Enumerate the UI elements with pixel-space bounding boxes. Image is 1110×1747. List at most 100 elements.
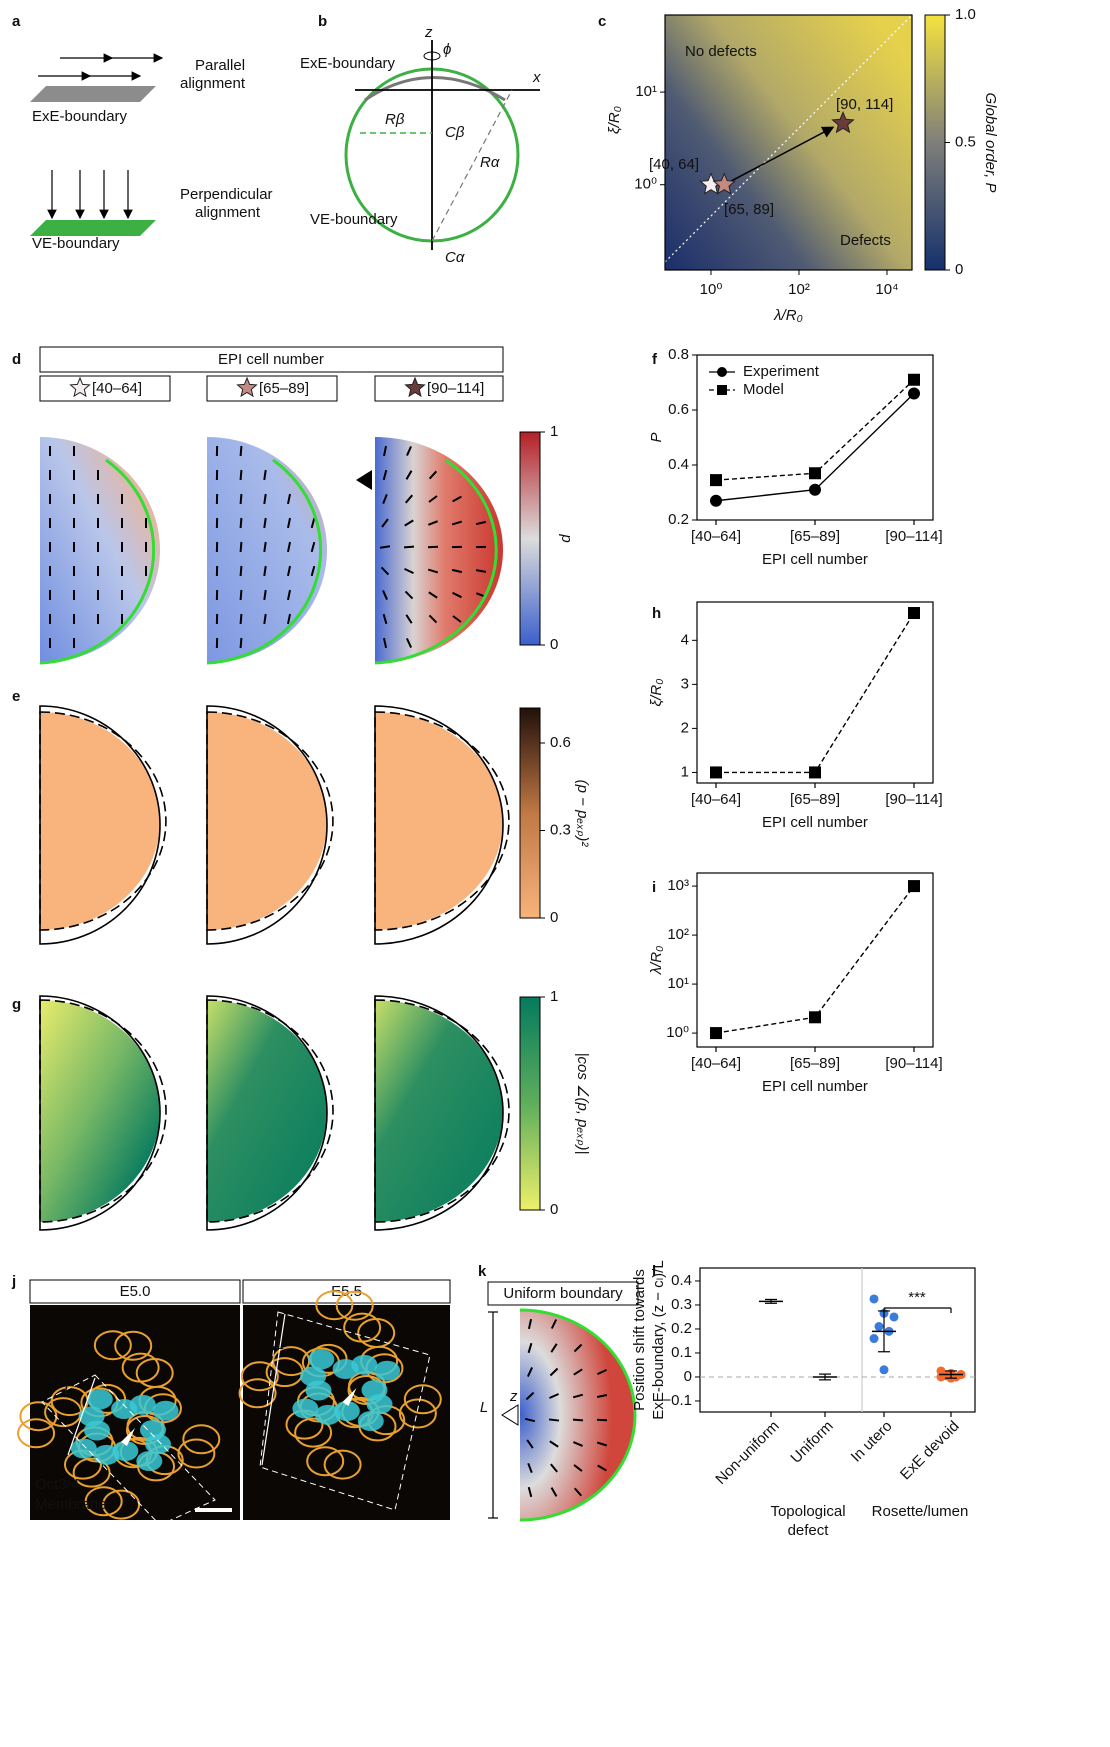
label: Parallel [195, 57, 245, 74]
panel-letter: b [318, 13, 327, 30]
marker [809, 1011, 821, 1023]
colorbar-label: |cos ∠(p, pₑₓₚ)| [574, 1053, 591, 1155]
x-tick-label: [65–89] [790, 528, 840, 545]
label: [40–64] [92, 380, 142, 397]
label: EPI cell number [218, 351, 324, 368]
nucleus [130, 1395, 156, 1415]
data-point [870, 1334, 879, 1343]
x-tick-label: 10² [788, 281, 810, 298]
label: VE-boundary [32, 235, 120, 252]
marker [908, 374, 920, 386]
y-tick-label: 0.1 [671, 1344, 692, 1361]
y-tick-label: 10¹ [635, 83, 657, 100]
label: alignment [195, 204, 261, 221]
marker [717, 367, 727, 377]
panel-letter: k [478, 1263, 487, 1280]
nucleus [93, 1445, 119, 1465]
panel-letter: g [12, 996, 21, 1013]
label: L [480, 1399, 488, 1416]
nucleus [358, 1411, 384, 1431]
y-tick-label: 0.4 [668, 456, 689, 473]
y-tick-label: 10² [667, 926, 689, 943]
x-axis-label: EPI cell number [762, 1078, 868, 1095]
star [238, 378, 257, 396]
label: Oct3/4 [35, 1476, 79, 1493]
label: L [64, 1381, 72, 1398]
nucleus [351, 1355, 377, 1375]
y-tick-label: 10³ [667, 877, 689, 894]
marker [710, 766, 722, 778]
label: VE-boundary [310, 211, 398, 228]
nucleus [315, 1405, 341, 1425]
y-axis-label: ξ/R₀ [606, 106, 623, 134]
point-label: [65, 89] [724, 201, 774, 218]
colorbar [520, 708, 540, 918]
data-point [890, 1312, 899, 1321]
y-tick-label: 10⁰ [666, 1024, 689, 1041]
y-axis-label: ξ/R₀ [648, 678, 665, 706]
colorbar-label: Global order, P [982, 92, 999, 192]
marker [809, 467, 821, 479]
uniform-field-image [520, 1310, 635, 1520]
significance: *** [908, 1289, 926, 1306]
plate-grey [30, 86, 156, 102]
group-label: Topological [770, 1503, 845, 1520]
point-label: [90, 114] [836, 96, 893, 113]
director [241, 494, 242, 504]
director [597, 1420, 607, 1421]
director [241, 446, 242, 456]
director [241, 566, 242, 576]
x-tick-label: [65–89] [790, 791, 840, 808]
director-field-image [207, 437, 327, 663]
nucleus [136, 1451, 162, 1471]
data-point [875, 1322, 884, 1331]
colorbar-tick-label: 1.0 [955, 6, 976, 23]
colorbar-tick-label: 0 [550, 1201, 558, 1218]
colorbar [925, 15, 945, 270]
star [71, 378, 90, 396]
label: x [532, 69, 541, 86]
error-image [40, 712, 160, 930]
x-tick-label: Uniform [787, 1418, 836, 1467]
panel-letter: e [12, 688, 20, 705]
director [241, 614, 242, 624]
director-field-image [40, 437, 160, 663]
label: [65–89] [259, 380, 309, 397]
panel-letter: i [652, 879, 656, 896]
y-tick-label: 0.8 [668, 346, 689, 363]
director [241, 518, 242, 528]
colorbar-label: p [558, 533, 575, 542]
director-field-image [375, 437, 503, 663]
colorbar-tick-label: 0 [550, 909, 558, 926]
nucleus [153, 1401, 179, 1421]
colorbar-tick-label: 1 [550, 988, 558, 1005]
group-label: Rosette/lumen [872, 1503, 969, 1520]
label: Membrane [35, 1496, 107, 1513]
y-tick-label: 10⁰ [634, 176, 657, 193]
x-tick-label: ExE devoid [897, 1418, 963, 1484]
frame [700, 1268, 975, 1412]
y-tick-label: 0.2 [668, 511, 689, 528]
y-tick-label: 2 [681, 719, 689, 736]
label: ϕ [443, 41, 451, 58]
y-tick-label: 0.2 [671, 1320, 692, 1337]
y-tick-label: 3 [681, 675, 689, 692]
x-tick-label: [65–89] [790, 1055, 840, 1072]
alignment-image [207, 1000, 327, 1222]
marker [710, 474, 722, 486]
colorbar-label: (p − pₑₓₚ)² [574, 780, 591, 848]
x-axis-label: EPI cell number [762, 814, 868, 831]
label: Rα [480, 154, 500, 171]
plate-green [30, 220, 156, 236]
panel-letter: c [598, 13, 606, 30]
director [241, 590, 242, 600]
frame [697, 602, 933, 783]
colorbar-tick-label: 0.6 [550, 734, 571, 751]
marker [809, 766, 821, 778]
alignment-image [375, 1000, 503, 1222]
x-tick-label: [40–64] [691, 1055, 741, 1072]
label: Cβ [445, 124, 465, 141]
y-tick-label: 4 [681, 631, 689, 648]
y-tick-label: 0.6 [668, 401, 689, 418]
